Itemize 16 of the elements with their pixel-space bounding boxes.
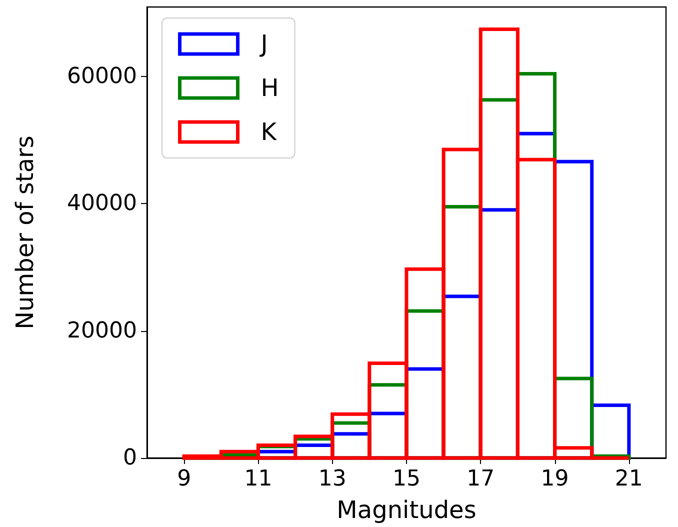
- legend-label: J: [258, 30, 268, 58]
- y-axis-title: Number of stars: [11, 136, 39, 330]
- x-tick-label: 15: [392, 466, 420, 492]
- legend-label: H: [260, 74, 279, 102]
- x-tick-label: 9: [177, 466, 192, 492]
- x-tick-label: 13: [318, 466, 346, 492]
- x-tick-label: 17: [466, 466, 495, 492]
- y-tick-label: 20000: [67, 318, 137, 344]
- x-tick-label: 19: [540, 466, 569, 492]
- legend-label: K: [260, 118, 278, 146]
- x-axis-title: Magnitudes: [336, 496, 476, 524]
- y-tick-label: 0: [123, 446, 137, 470]
- x-tick-label: 11: [244, 466, 272, 492]
- y-tick-label: 60000: [67, 64, 137, 89]
- y-tick-label: 40000: [67, 191, 137, 216]
- x-tick-label: 21: [614, 466, 643, 492]
